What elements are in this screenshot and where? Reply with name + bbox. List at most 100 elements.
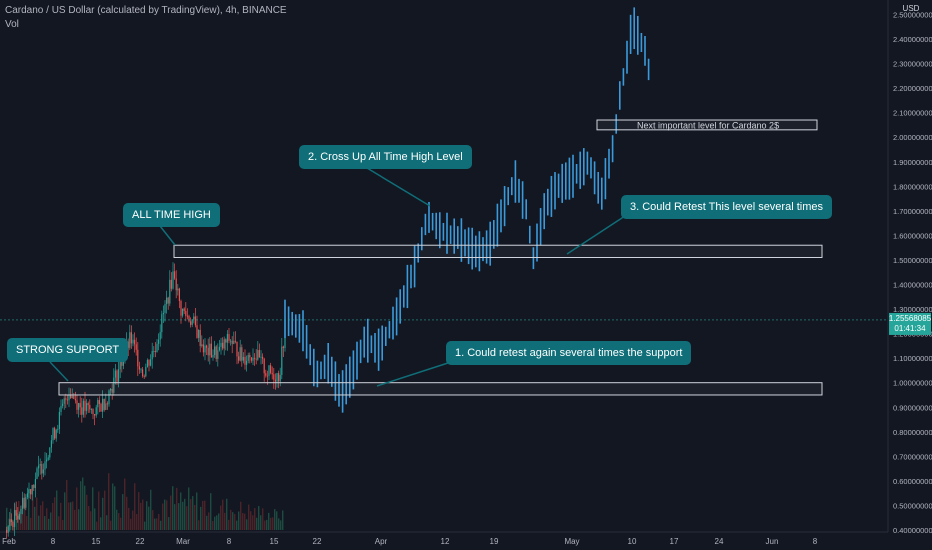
candle-body: [236, 341, 238, 357]
volume-bar: [16, 513, 18, 530]
price-zone-box[interactable]: [173, 244, 823, 258]
volume-bar: [250, 511, 252, 530]
candle-body: [153, 351, 155, 352]
candle-body: [36, 468, 38, 480]
candle-body: [97, 400, 99, 408]
candle-body: [66, 399, 68, 401]
volume-bar: [78, 509, 80, 530]
candle-body: [108, 390, 110, 405]
candle-body: [12, 521, 14, 527]
candle-body: [210, 343, 212, 358]
volume-bar: [108, 473, 110, 530]
volume-bar: [112, 483, 114, 530]
y-tick-label: 0.80000000: [893, 428, 932, 437]
volume-bar: [276, 511, 278, 530]
candle-body: [18, 513, 20, 520]
candle-body: [217, 350, 219, 359]
volume-bar: [74, 509, 76, 530]
candle-body: [201, 344, 203, 346]
candle-body: [225, 339, 227, 343]
candle-body: [169, 279, 171, 304]
volume-bar: [210, 493, 212, 530]
volume-bar: [72, 501, 74, 530]
candle-body: [98, 400, 100, 404]
candle-body: [281, 346, 283, 375]
candle-body: [255, 358, 257, 360]
volume-bar: [28, 489, 30, 530]
price-zone-box[interactable]: [58, 382, 823, 396]
volume-bar: [66, 479, 68, 530]
volume-bar: [142, 499, 144, 530]
candle-body: [242, 356, 244, 361]
candle-body: [50, 440, 52, 448]
candle-body: [121, 360, 123, 366]
volume-bar: [48, 518, 50, 530]
candle-body: [183, 308, 185, 311]
y-tick-label: 1.60000000: [893, 231, 932, 240]
candle-body: [74, 399, 76, 401]
volume-bar: [18, 500, 20, 530]
candle-body: [6, 530, 8, 533]
current-price-badge: [889, 312, 931, 335]
candle-body: [86, 403, 88, 411]
volume-bar: [60, 502, 62, 530]
volume-bar: [260, 515, 262, 530]
price-zone-box[interactable]: [596, 119, 818, 131]
candle-body: [25, 497, 27, 508]
candle-body: [249, 355, 251, 358]
candle-body: [95, 407, 97, 416]
volume-bar: [196, 492, 198, 530]
volume-bar: [76, 487, 78, 530]
y-tick-label: 2.40000000: [893, 35, 932, 44]
candle-body: [55, 429, 57, 439]
candle-body: [193, 316, 195, 320]
candle-body: [138, 366, 140, 370]
y-tick-label: 2.30000000: [893, 60, 932, 69]
volume-bar: [30, 517, 32, 530]
y-tick-label: 1.90000000: [893, 158, 932, 167]
candle-body: [282, 346, 284, 348]
volume-bar: [168, 517, 170, 530]
volume-bar: [176, 487, 178, 530]
volume-bar: [154, 518, 156, 530]
candle-body: [34, 479, 36, 488]
volume-bar: [272, 517, 274, 530]
candle-body: [142, 369, 144, 377]
x-tick-label: Feb: [2, 537, 16, 546]
candle-body: [156, 343, 158, 352]
candle-body: [220, 342, 222, 347]
volume-bar: [38, 515, 40, 530]
volume-bar: [126, 496, 128, 530]
volume-bar: [34, 506, 36, 530]
y-tick-label: 1.80000000: [893, 182, 932, 191]
volume-bar: [94, 508, 96, 530]
x-tick-label: 19: [490, 537, 499, 546]
candle-body: [119, 360, 121, 370]
volume-bar: [256, 517, 258, 530]
candle-body: [47, 457, 49, 460]
volume-bar: [204, 500, 206, 530]
candle-body: [106, 403, 108, 405]
candle-body: [143, 376, 145, 377]
volume-bar: [70, 502, 72, 530]
volume-bar: [90, 511, 92, 530]
volume-bar: [10, 508, 12, 530]
candle-body: [198, 329, 200, 338]
volume-bar: [216, 515, 218, 530]
candle-body: [87, 403, 89, 406]
candle-body: [150, 359, 152, 366]
volume-bar: [222, 499, 224, 530]
volume-bar: [248, 504, 250, 530]
candle-body: [241, 347, 243, 361]
volume-bar: [212, 520, 214, 530]
candle-body: [26, 493, 28, 498]
volume-bar: [136, 514, 138, 530]
candle-body: [170, 279, 172, 289]
y-tick-label: 0.90000000: [893, 403, 932, 412]
y-tick-label: 2.10000000: [893, 109, 932, 118]
volume-indicator-label[interactable]: Vol: [5, 19, 19, 30]
volume-bar: [208, 512, 210, 530]
candle-body: [44, 461, 46, 470]
candle-body: [265, 373, 267, 376]
